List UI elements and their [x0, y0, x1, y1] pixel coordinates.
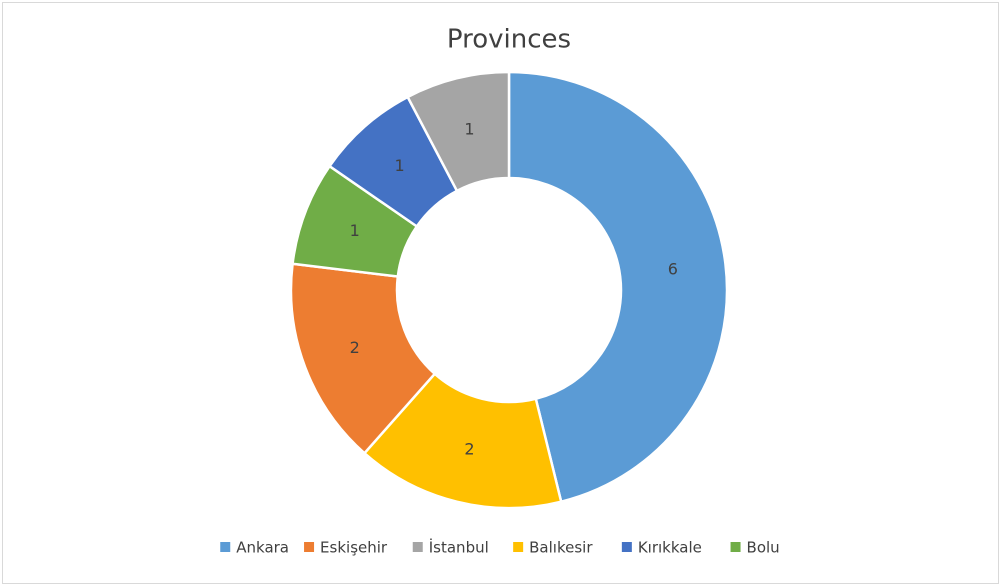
data-label: 1	[464, 119, 474, 138]
legend-swatch	[412, 542, 423, 552]
legend-label: Ankara	[236, 539, 289, 557]
data-label: 6	[668, 260, 678, 279]
slice	[362, 372, 563, 510]
legend-swatch	[621, 542, 632, 552]
data-label: 2	[464, 440, 474, 459]
slice	[406, 70, 511, 193]
chart-title: Provinces	[447, 25, 571, 55]
slice	[507, 70, 729, 504]
legend-label: Eskişehir	[320, 539, 388, 557]
legend-swatch	[304, 542, 315, 552]
legend-swatch	[513, 542, 524, 552]
data-label: 1	[394, 156, 404, 175]
legend-label: Balıkesir	[529, 539, 593, 557]
slice	[289, 262, 437, 455]
legend-label: Bolu	[747, 539, 780, 557]
legend-swatch	[220, 542, 231, 552]
legend-label: Kırıkkale	[638, 539, 702, 557]
legend-swatch	[730, 542, 741, 552]
data-label: 2	[350, 338, 360, 357]
data-label: 1	[350, 221, 360, 240]
legend-label: İstanbul	[429, 538, 489, 557]
